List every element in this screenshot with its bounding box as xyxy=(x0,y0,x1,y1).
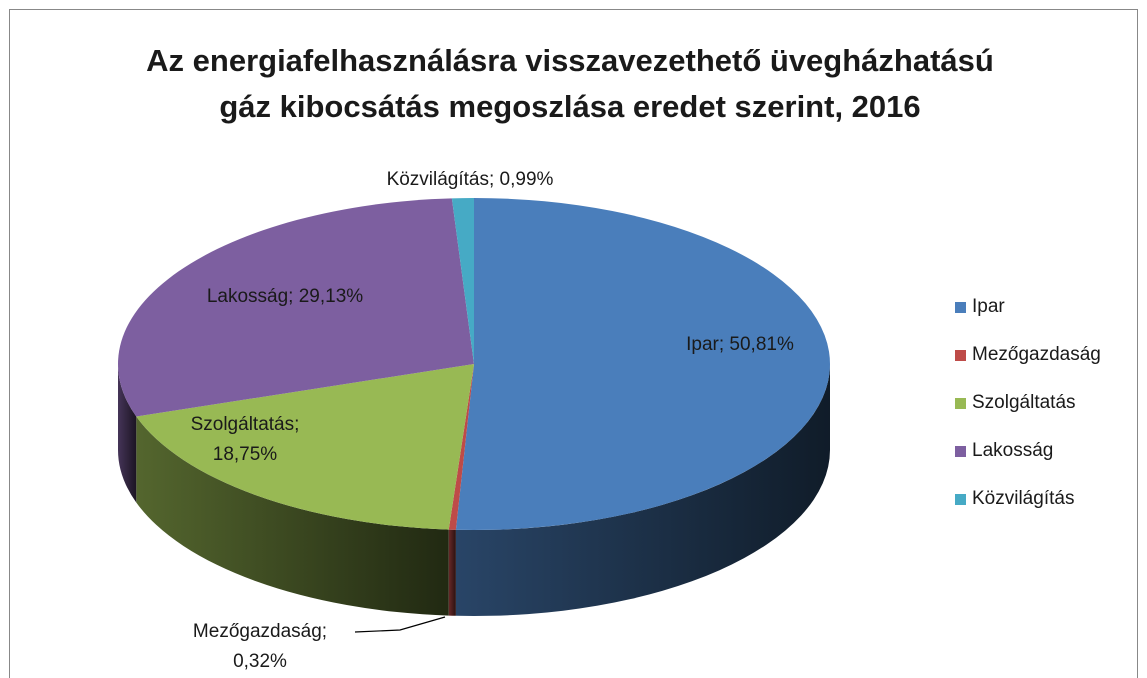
legend-item: Mezőgazdaság xyxy=(955,344,1101,366)
pie-side xyxy=(448,529,456,616)
pie-slice xyxy=(455,198,831,531)
chart-border xyxy=(9,9,1138,678)
legend-label: Mezőgazdaság xyxy=(972,344,1101,365)
pie-side xyxy=(455,364,830,616)
chart-title: Az energiafelhasználásra visszavezethető… xyxy=(146,43,994,124)
data-label: Közvilágítás; 0,99% xyxy=(386,169,554,190)
legend-swatch xyxy=(955,301,966,313)
legend-item: Közvilágítás xyxy=(955,488,1074,510)
legend-label: Lakosság xyxy=(972,440,1054,461)
data-label: Ipar; 50,81% xyxy=(686,334,794,355)
legend-swatch xyxy=(955,397,966,409)
leader-line xyxy=(354,616,446,633)
legend-item: Lakosság xyxy=(955,440,1053,462)
pie-slice xyxy=(448,364,474,530)
pie-side xyxy=(136,416,449,616)
pie-slice xyxy=(117,198,474,417)
data-label: Lakosság; 29,13% xyxy=(206,286,364,307)
legend-label: Ipar xyxy=(972,296,1005,317)
data-label: Szolgáltatás; 18,75% xyxy=(190,414,300,465)
legend-label: Közvilágítás xyxy=(972,488,1075,509)
legend-item: Ipar xyxy=(955,296,1005,318)
legend-item: Szolgáltatás xyxy=(955,392,1076,414)
pie-slice xyxy=(136,364,475,530)
legend-swatch xyxy=(955,445,966,457)
data-label: Mezőgazdaság; 0,32% xyxy=(192,621,328,672)
legend-swatch xyxy=(955,493,966,505)
legend-label: Szolgáltatás xyxy=(972,392,1076,413)
pie-side xyxy=(118,364,137,503)
pie-slice xyxy=(451,198,474,364)
legend-swatch xyxy=(955,349,966,361)
